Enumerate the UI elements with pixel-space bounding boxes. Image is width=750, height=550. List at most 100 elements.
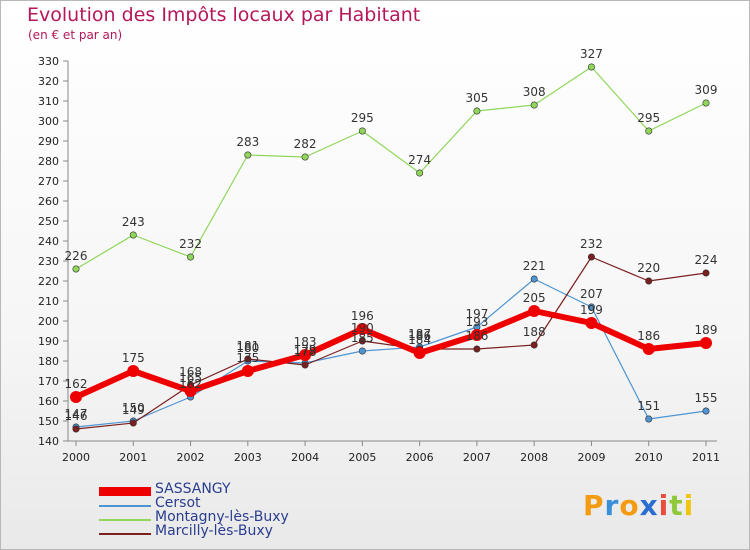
data-point [299, 349, 312, 361]
data-point [358, 127, 366, 135]
legend-label: Marcilly-lès-Buxy [155, 523, 273, 539]
data-point [358, 337, 366, 345]
data-point [585, 317, 598, 329]
data-point [645, 415, 653, 423]
data-label: 226 [65, 249, 88, 263]
data-point [72, 265, 80, 273]
data-point [356, 323, 369, 335]
logo-letter: P [583, 489, 605, 522]
legend-label: SASSANGY [155, 481, 231, 497]
data-point [244, 151, 252, 159]
data-label: 197 [465, 307, 488, 321]
legend-swatch [99, 487, 151, 496]
logo-letter: o [619, 489, 640, 522]
data-label: 188 [523, 325, 546, 339]
y-tick-label: 270 [38, 175, 59, 188]
x-tick-label: 2004 [291, 451, 319, 464]
data-label: 193 [465, 315, 488, 329]
y-tick-label: 260 [38, 195, 59, 208]
data-label: 190 [351, 321, 374, 335]
y-tick-label: 170 [38, 375, 59, 388]
data-label: 243 [122, 215, 145, 229]
data-label: 232 [179, 237, 202, 251]
data-label: 308 [523, 85, 546, 99]
data-point [473, 345, 481, 353]
y-tick-label: 330 [38, 55, 59, 68]
data-label: 150 [122, 401, 145, 415]
x-tick-label: 2005 [348, 451, 376, 464]
data-point [358, 347, 366, 355]
data-label: 232 [580, 237, 603, 251]
data-label: 295 [351, 111, 374, 125]
series-line [75, 278, 707, 428]
data-point [645, 127, 653, 135]
data-point [528, 305, 541, 317]
data-point [301, 361, 309, 369]
data-label: 162 [65, 377, 88, 391]
data-point [416, 169, 424, 177]
legend-swatch [99, 519, 151, 521]
legend-label: Montagny-lès-Buxy [155, 509, 289, 525]
x-tick-label: 2008 [520, 451, 548, 464]
data-label: 186 [408, 329, 431, 343]
data-point [702, 407, 710, 415]
data-label: 175 [122, 351, 145, 365]
data-point [413, 347, 426, 359]
y-tick-label: 140 [38, 435, 59, 448]
legend-swatch [99, 505, 151, 507]
x-tick-label: 2010 [635, 451, 663, 464]
data-label: 274 [408, 153, 431, 167]
y-tick-label: 290 [38, 135, 59, 148]
data-point [530, 341, 538, 349]
data-label: 224 [695, 253, 718, 267]
data-label: 179 [294, 343, 317, 357]
data-label: 189 [695, 323, 718, 337]
data-label: 196 [351, 309, 374, 323]
data-label: 186 [465, 329, 488, 343]
y-tick-label: 180 [38, 355, 59, 368]
data-point [129, 419, 137, 427]
data-point [301, 153, 309, 161]
data-label: 205 [523, 291, 546, 305]
data-label: 207 [580, 287, 603, 301]
data-point [187, 253, 195, 261]
data-label: 327 [580, 47, 603, 61]
data-point [700, 337, 712, 349]
data-label: 220 [637, 261, 660, 275]
data-point [702, 269, 710, 277]
y-tick-label: 320 [38, 75, 59, 88]
data-point [587, 253, 595, 261]
data-label: 168 [179, 365, 202, 379]
logo-letter: r [604, 489, 620, 522]
data-point [587, 303, 595, 311]
series-line [75, 66, 707, 270]
legend-swatch [99, 533, 151, 535]
y-tick-label: 210 [38, 295, 59, 308]
x-tick-label: 2002 [177, 451, 205, 464]
logo-letter: t [669, 489, 684, 522]
data-point [70, 391, 82, 403]
data-label: 186 [637, 329, 660, 343]
data-point [184, 385, 197, 397]
series-line [75, 256, 707, 430]
x-tick-label: 2003 [234, 451, 262, 464]
y-tick-label: 300 [38, 115, 59, 128]
data-point [470, 329, 483, 341]
data-point [587, 63, 595, 71]
data-point [244, 355, 252, 363]
y-tick-label: 160 [38, 395, 59, 408]
x-tick-label: 2007 [463, 451, 491, 464]
data-point [645, 277, 653, 285]
chart-subtitle: (en € et par an) [28, 28, 123, 42]
data-point [72, 425, 80, 433]
y-tick-label: 240 [38, 235, 59, 248]
data-point [530, 275, 538, 283]
data-label: 151 [637, 399, 660, 413]
x-tick-label: 2006 [406, 451, 434, 464]
logo-letter: i [683, 489, 695, 522]
data-point [129, 231, 137, 239]
data-label: 180 [236, 341, 259, 355]
data-label: 282 [294, 137, 317, 151]
data-label: 305 [465, 91, 488, 105]
